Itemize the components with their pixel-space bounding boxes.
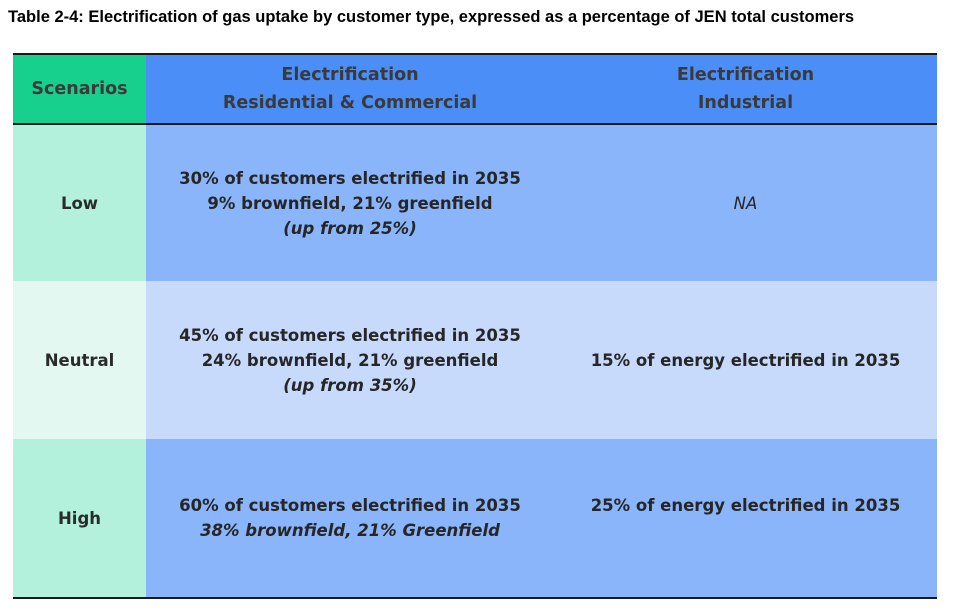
- scenario-cell: Neutral: [13, 281, 146, 439]
- scenario-cell: Low: [13, 125, 146, 281]
- res-com-line: 9% brownfield, 21% greenfield: [207, 193, 493, 213]
- scenario-label: Low: [60, 193, 99, 213]
- header-industrial: Electrification Industrial: [554, 55, 937, 123]
- res-com-cell: 45% of customers electrified in 2035 24%…: [146, 281, 554, 439]
- res-com-cell: 30% of customers electrified in 2035 9% …: [146, 125, 554, 281]
- res-com-note: (up from 25%): [283, 218, 417, 238]
- res-com-line: 30% of customers electrified in 2035: [179, 168, 521, 188]
- res-com-line: 24% brownfield, 21% greenfield: [201, 350, 499, 370]
- industrial-value: 25% of energy electrified in 2035: [590, 496, 901, 515]
- table-bottom-rule: [13, 597, 937, 599]
- industrial-cell: NA: [554, 125, 937, 281]
- industrial-value: 15% of energy electrified in 2035: [590, 350, 901, 370]
- res-com-line: 45% of customers electrified in 2035: [179, 325, 521, 345]
- header-industrial-line1: Electrification: [676, 65, 815, 85]
- scenario-cell: High: [13, 439, 146, 597]
- res-com-line: 60% of customers electrified in 2035: [179, 496, 521, 515]
- header-industrial-line2: Industrial: [697, 93, 794, 113]
- table-caption: Table 2-4: Electrification of gas uptake…: [8, 8, 855, 26]
- header-bottom-rule: [13, 123, 937, 125]
- table-row-low: Low 30% of customers electrified in 2035…: [13, 125, 937, 281]
- scenario-label: Neutral: [44, 350, 115, 370]
- header-res-com-line1: Electrification: [281, 65, 419, 85]
- table-header-row: Scenarios Electrification Residential & …: [13, 55, 937, 123]
- table-row-high: High 60% of customers electrified in 203…: [13, 439, 937, 597]
- res-com-cell: 60% of customers electrified in 2035 38%…: [146, 439, 554, 597]
- header-scenarios-label: Scenarios: [31, 79, 128, 99]
- res-com-line: 38% brownfield, 21% Greenfield: [200, 521, 500, 540]
- table-row-neutral: Neutral 45% of customers electrified in …: [13, 281, 937, 439]
- industrial-cell: 15% of energy electrified in 2035: [554, 281, 937, 439]
- table-top-rule: [13, 53, 937, 55]
- header-residential-commercial: Electrification Residential & Commercial: [146, 55, 554, 123]
- scenario-label: High: [57, 508, 102, 528]
- electrification-table: Scenarios Electrification Residential & …: [13, 53, 937, 599]
- industrial-cell: 25% of energy electrified in 2035: [554, 439, 937, 597]
- industrial-value: NA: [733, 193, 758, 213]
- header-res-com-line2: Residential & Commercial: [222, 93, 478, 113]
- res-com-note: (up from 35%): [283, 375, 417, 395]
- header-scenarios: Scenarios: [13, 55, 146, 123]
